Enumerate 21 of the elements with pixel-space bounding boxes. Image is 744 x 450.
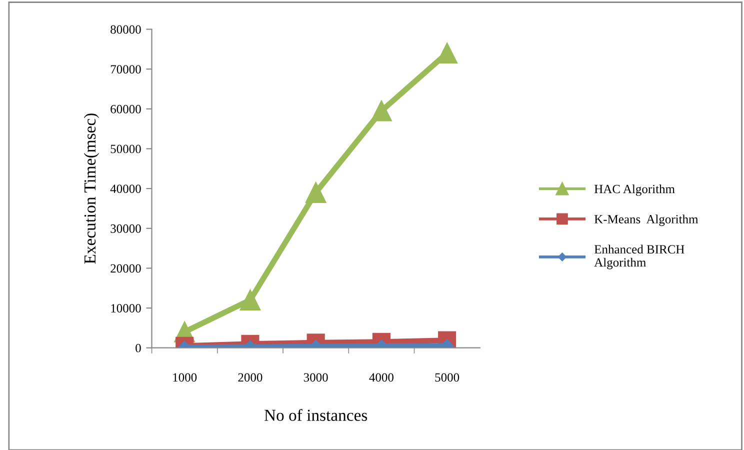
- legend-label: K-Means Algorithm: [594, 214, 698, 226]
- x-tick-label: 1000: [173, 373, 197, 382]
- x-tick-label: 5000: [435, 373, 460, 382]
- y-tick-label: 80000: [110, 25, 141, 34]
- legend-label: HAC Algorithm: [594, 184, 675, 196]
- x-axis-title: No of instances: [264, 409, 368, 421]
- x-tick-label: 2000: [238, 373, 262, 382]
- y-tick-label: 0: [136, 344, 141, 352]
- y-tick-label: 40000: [110, 184, 141, 194]
- y-tick-label: 60000: [110, 104, 141, 114]
- x-tick-label: 4000: [369, 373, 394, 382]
- y-tick-label: 20000: [110, 264, 141, 273]
- point: [305, 182, 326, 203]
- x-tick-label: 3000: [304, 373, 328, 382]
- y-tick-label: 70000: [110, 65, 141, 74]
- y-tick-label: 30000: [110, 224, 141, 233]
- y-tick-label: 10000: [111, 304, 141, 312]
- legend-label: Enhanced BIRCH Algorithm: [594, 244, 684, 270]
- point: [371, 100, 392, 122]
- y-tick-label: 50000: [110, 144, 141, 154]
- y-axis-title: Execution Time(msec): [84, 114, 99, 264]
